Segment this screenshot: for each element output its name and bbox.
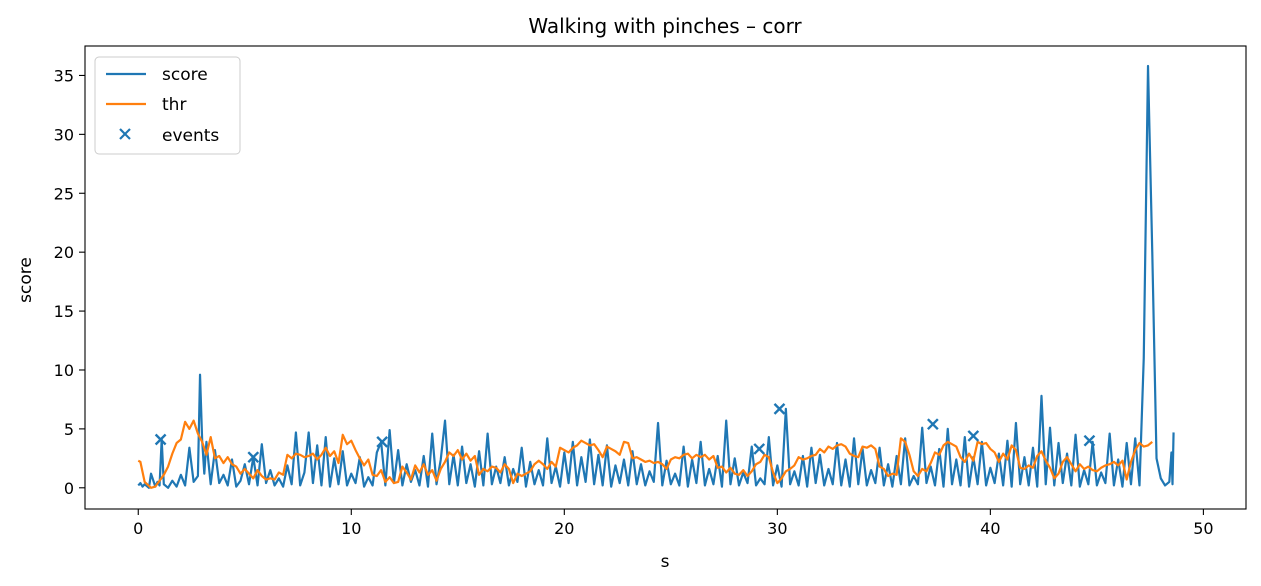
legend-score-label: score [162, 65, 208, 85]
x-tick-label: 0 [133, 519, 143, 538]
y-tick-label: 15 [54, 302, 74, 321]
x-tick-label: 40 [980, 519, 1000, 538]
y-tick-label: 35 [54, 66, 74, 85]
y-tick-label: 30 [54, 125, 74, 144]
event-marker [773, 403, 786, 415]
x-tick-label: 50 [1193, 519, 1213, 538]
legend-events-label: events [162, 126, 219, 146]
x-axis-label: s [661, 552, 670, 572]
legend: score thr events [94, 56, 241, 155]
event-marker [247, 451, 260, 464]
series-layer [137, 64, 1175, 489]
y-tick-label: 0 [64, 479, 74, 498]
legend-thr-label: thr [162, 95, 186, 115]
x-axis: 0 10 20 30 40 50 [133, 509, 1214, 538]
y-axis-label: score [16, 257, 36, 303]
event-marker [967, 430, 980, 442]
x-tick-label: 30 [767, 519, 787, 538]
event-marker [753, 443, 766, 455]
event-marker [927, 418, 939, 431]
y-tick-label: 5 [64, 420, 74, 439]
x-tick-label: 10 [341, 519, 361, 538]
event-marker [376, 435, 389, 448]
x-tick-label: 20 [554, 519, 574, 538]
plot-area [84, 45, 1247, 510]
y-tick-label: 20 [54, 243, 74, 262]
legend-box [94, 56, 241, 155]
plot-background [85, 46, 1246, 509]
plot-frame [84, 45, 1247, 510]
y-tick-label: 10 [54, 361, 74, 380]
event-marker [154, 433, 167, 446]
y-axis: 0 5 10 15 20 25 30 35 [54, 66, 85, 498]
y-tick-label: 25 [54, 184, 74, 203]
event-marker [1083, 434, 1096, 447]
chart-title: Walking with pinches – corr [528, 14, 802, 38]
series-line-score [137, 64, 1175, 489]
series-line-thr [137, 419, 1153, 489]
legend-events-marker [119, 128, 131, 140]
